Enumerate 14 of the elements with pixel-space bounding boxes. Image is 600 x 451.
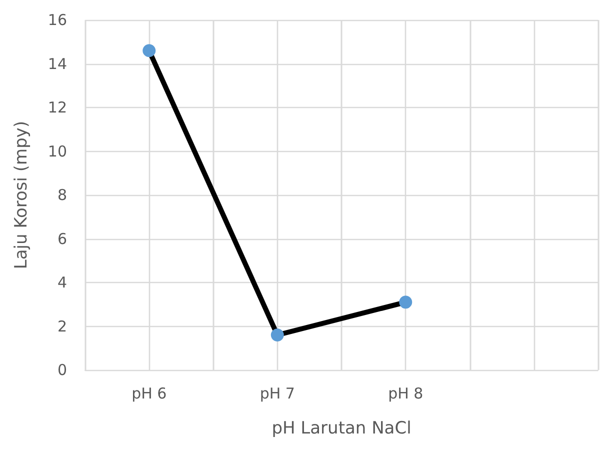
y-axis-title: Laju Korosi (mpy) xyxy=(12,120,32,270)
y-tick-label: 0 xyxy=(57,361,67,379)
y-tick-label: 14 xyxy=(48,54,67,73)
x-tick-label: pH 6 xyxy=(132,384,167,402)
x-axis-title: pH Larutan NaCl xyxy=(272,418,412,438)
y-tick-label: 6 xyxy=(57,230,67,248)
y-tick-label: 16 xyxy=(48,11,67,29)
x-tick-label: pH 7 xyxy=(260,384,295,402)
y-tick-label: 2 xyxy=(57,317,67,336)
y-tick-label: 12 xyxy=(48,98,67,116)
y-tick-label: 10 xyxy=(48,142,67,160)
y-tick-label: 4 xyxy=(57,274,67,292)
y-tick-label: 8 xyxy=(57,186,67,204)
x-tick-label: pH 8 xyxy=(388,384,424,402)
